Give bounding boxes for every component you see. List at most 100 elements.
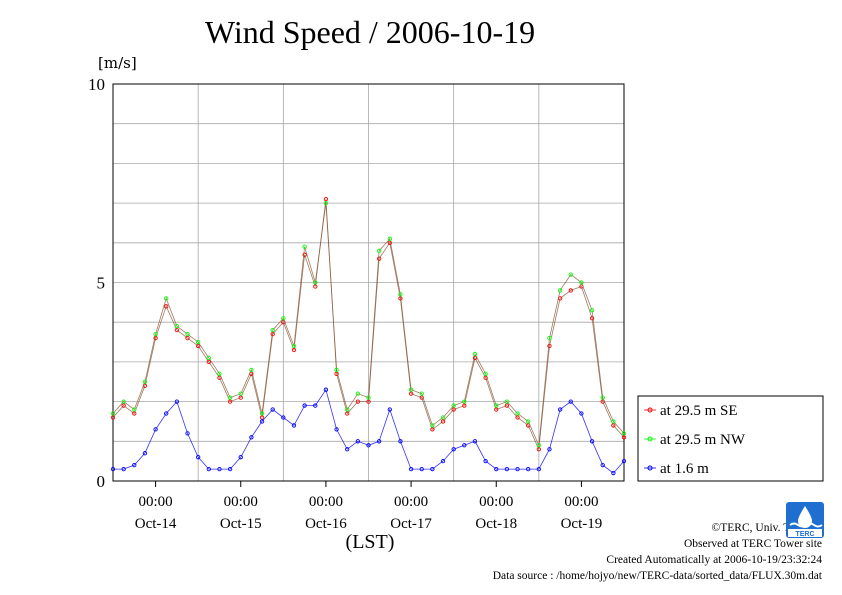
legend-swatch-marker <box>647 465 653 471</box>
data-point <box>323 387 329 392</box>
data-point <box>313 280 318 285</box>
data-point <box>536 443 541 448</box>
x-tick-time-label: 00:00 <box>309 494 343 510</box>
data-point <box>387 407 392 412</box>
x-tick-date-label: Oct-18 <box>475 516 517 532</box>
data-point <box>206 359 211 365</box>
data-point <box>515 415 520 420</box>
data-point <box>579 280 584 285</box>
series-line <box>112 203 625 447</box>
data-point <box>132 407 137 412</box>
x-tick: 00:00 Oct-15 <box>220 481 262 532</box>
data-point <box>249 367 254 372</box>
data-point <box>472 351 478 357</box>
data-point <box>164 304 169 309</box>
data-point <box>504 403 510 408</box>
data-point <box>547 447 552 452</box>
data-point <box>185 335 190 341</box>
chart-title: Wind Speed / 2006-10-19 <box>204 14 536 50</box>
legend-swatch-marker <box>647 436 653 442</box>
data-point <box>408 391 414 396</box>
data-point <box>504 399 510 404</box>
data-point <box>376 256 382 261</box>
data-point <box>153 331 158 337</box>
series-2 <box>110 387 627 476</box>
data-point <box>110 415 116 420</box>
data-point <box>547 335 552 341</box>
data-point <box>526 466 531 472</box>
y-axis-unit-label: [m/s] <box>98 54 137 72</box>
data-point <box>281 316 286 321</box>
data-point <box>366 395 371 400</box>
data-point <box>270 407 275 412</box>
data-point <box>611 423 616 428</box>
series-line <box>112 199 625 451</box>
data-point <box>302 252 307 257</box>
data-point <box>164 296 169 301</box>
data-point <box>621 458 627 464</box>
data-point <box>302 403 307 408</box>
data-point <box>387 240 392 245</box>
data-point <box>387 236 392 241</box>
terc-logo: TERC <box>786 502 824 538</box>
data-point <box>600 395 605 400</box>
x-tick-time-label: 00:00 <box>394 494 428 510</box>
data-point <box>611 419 616 424</box>
legend-swatch-marker <box>647 407 653 413</box>
x-axis-label: (LST) <box>345 531 395 553</box>
data-point <box>483 371 488 376</box>
y-tick-label: 5 <box>97 274 106 293</box>
legend-entry: at 29.5 m SE <box>644 403 738 419</box>
created-text: Created Automatically at 2006-10-19/23:3… <box>606 554 822 566</box>
data-point <box>419 466 424 472</box>
data-point <box>313 284 318 289</box>
series-line <box>113 388 625 474</box>
data-point <box>174 399 180 404</box>
data-point <box>238 455 243 460</box>
data-point <box>132 411 137 416</box>
data-point <box>185 331 190 337</box>
data-point <box>600 462 605 468</box>
data-point <box>259 411 265 416</box>
data-point <box>366 443 371 448</box>
plot-frame <box>112 83 625 482</box>
data-point <box>440 458 446 464</box>
x-tick-time-label: 00:00 <box>564 494 598 510</box>
data-point <box>419 391 424 396</box>
legend-box <box>637 395 824 482</box>
legend-label: at 1.6 m <box>660 461 709 477</box>
data-point <box>515 411 520 416</box>
data-point <box>568 399 573 404</box>
data-point <box>408 387 414 392</box>
legend-label: at 29.5 m SE <box>660 403 738 419</box>
data-point <box>557 288 563 293</box>
data-point <box>515 466 520 472</box>
data-point <box>579 411 584 416</box>
data-point <box>568 288 573 293</box>
data-point <box>462 403 467 408</box>
data-point <box>174 324 180 329</box>
data-point <box>547 343 552 349</box>
series-layer <box>110 196 627 476</box>
data-point <box>334 427 339 432</box>
series-1 <box>110 200 627 448</box>
data-point <box>217 466 222 472</box>
x-tick-time-label: 00:00 <box>224 494 258 510</box>
data-point <box>408 466 414 472</box>
data-point <box>536 466 541 472</box>
data-point <box>494 407 499 412</box>
data-point <box>227 395 233 400</box>
data-point <box>345 447 350 452</box>
data-point <box>313 403 318 408</box>
data-point <box>526 419 531 424</box>
data-point <box>281 415 286 420</box>
legend-entry: at 1.6 m <box>644 461 709 477</box>
data-point <box>430 427 435 432</box>
x-tick-date-label: Oct-16 <box>305 516 347 532</box>
data-point <box>494 403 499 408</box>
source-text: Data source : /home/hojyo/new/TERC-data/… <box>492 570 822 582</box>
data-point <box>132 462 137 468</box>
data-point <box>121 403 126 408</box>
x-tick: 00:00 Oct-18 <box>475 481 517 532</box>
